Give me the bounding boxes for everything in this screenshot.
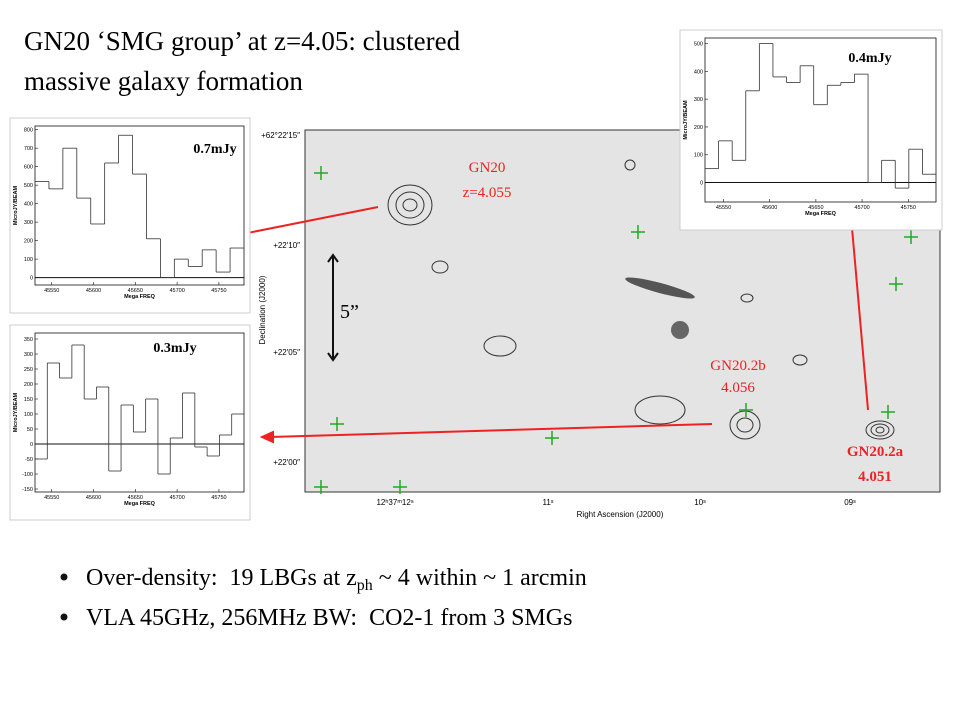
x-tick-label: 45550 [44,495,59,501]
plot-frame [34,125,245,286]
x-axis-label: Mega FREQ [805,211,837,217]
spectrum-panel [9,117,251,314]
y-tick-label: 400 [24,202,33,208]
ra-tick-label: 09ˢ [844,498,856,507]
title-line: GN20 ‘SMG group’ at z=4.05: clustered [24,26,461,56]
y-tick-label: 0 [30,442,33,448]
y-tick-label: 200 [24,382,33,388]
y-tick-label: 50 [27,427,33,433]
y-tick-label: 100 [24,412,33,418]
y-tick-label: 500 [694,42,703,48]
flux-label: 0.3mJy [153,341,196,356]
bullet-dot [60,613,68,621]
bullet-dot [60,573,68,581]
y-tick-label: -100 [22,472,33,478]
spectrum: -150 -100 -50 0 50 100 150 200 250 300 350 45550 456… [9,324,251,521]
dec-tick-label: +62°22′15″ [261,131,300,140]
y-axis-label: MicroJY/BEAM [13,393,19,433]
ra-tick-label: 10ˢ [694,498,706,507]
y-tick-label: 300 [694,97,703,103]
y-tick-label: 600 [24,165,33,171]
x-tick-label: 45700 [169,495,184,501]
bullet-text: Over-density: 19 LBGs at z [86,565,357,591]
bullet: Over-density: 19 LBGs at zph ~ 4 within … [86,565,587,594]
x-axis-label: Right Ascension (J2000) [577,510,664,519]
dec-tick-label: +22′00″ [273,458,300,467]
galaxy [625,277,695,299]
y-tick-label: 300 [24,352,33,358]
x-tick-label: 45750 [901,205,916,211]
source-label: GN20.2a [847,444,904,460]
x-tick-label: 45650 [128,495,143,501]
flux-label: 0.7mJy [193,142,236,157]
title-line: massive galaxy formation [24,66,303,96]
x-axis-label: Mega FREQ [124,294,156,300]
y-tick-label: 100 [24,257,33,263]
y-tick-label: 150 [24,397,33,403]
scale-label: 5” [340,301,359,323]
plot-frame [34,332,245,493]
x-tick-label: 45750 [211,495,226,501]
lbg-markers [314,166,918,494]
y-tick-label: 300 [24,220,33,226]
spectrum-panel [679,29,943,231]
y-tick-label: -150 [22,487,33,493]
dec-tick-label: +22′05″ [273,348,300,357]
y-axis-label: MicroJY/BEAM [13,186,19,226]
x-tick-label: 45750 [211,288,226,294]
scale-bar [327,253,339,362]
x-tick-label: 45600 [762,205,777,211]
source-label: GN20 [469,160,506,176]
spectrum: 0 100 200 300 400 500 45550 45600 45650 45700 4575… [679,29,943,231]
y-tick-label: 400 [694,69,703,75]
contours [387,159,895,440]
x-tick-label: 45600 [86,495,101,501]
x-tick-label: 45700 [854,205,869,211]
x-tick-label: 45700 [169,288,184,294]
y-tick-label: 800 [24,128,33,134]
x-tick-label: 45550 [716,205,731,211]
x-axis-label: Mega FREQ [124,501,156,507]
source-label: z=4.055 [463,185,512,201]
flux-label: 0.4mJy [848,51,891,66]
y-tick-label: 500 [24,183,33,189]
bullet-text: ~ 4 within ~ 1 arcmin [373,565,587,591]
x-tick-label: 45650 [808,205,823,211]
source-label: 4.051 [858,469,892,485]
y-tick-label: 250 [24,367,33,373]
x-tick-label: 45600 [86,288,101,294]
y-axis-label: Declination (J2000) [258,275,267,344]
source-label: 4.056 [721,380,755,396]
bullet: VLA 45GHz, 256MHz BW: CO2-1 from 3 SMGs [86,605,572,631]
y-tick-label: 100 [694,153,703,159]
y-tick-label: -50 [25,457,33,463]
ra-tick-label: 12ʰ37ᵐ12ˢ [376,498,413,507]
source-label: GN20.2b [710,358,765,374]
galaxy [671,321,689,339]
y-tick-label: 350 [24,337,33,343]
y-tick-label: 0 [30,276,33,282]
x-tick-label: 45650 [128,288,143,294]
x-tick-label: 45550 [44,288,59,294]
y-tick-label: 200 [24,239,33,245]
ra-tick-label: 11ˢ [542,498,553,507]
y-tick-label: 700 [24,146,33,152]
subscript: ph [357,577,373,594]
dec-tick-label: +22′10″ [273,241,300,250]
spectrum: 0 100 200 300 400 500 600 700 800 45550 45600 45650… [9,117,251,314]
spectrum-panel [9,324,251,521]
bullet-text: VLA 45GHz, 256MHz BW: CO2-1 from 3 SMGs [86,605,572,631]
y-axis-label: MicroJY/BEAM [683,100,689,140]
plot-frame [704,37,937,203]
y-tick-label: 0 [700,181,703,187]
y-tick-label: 200 [694,125,703,131]
